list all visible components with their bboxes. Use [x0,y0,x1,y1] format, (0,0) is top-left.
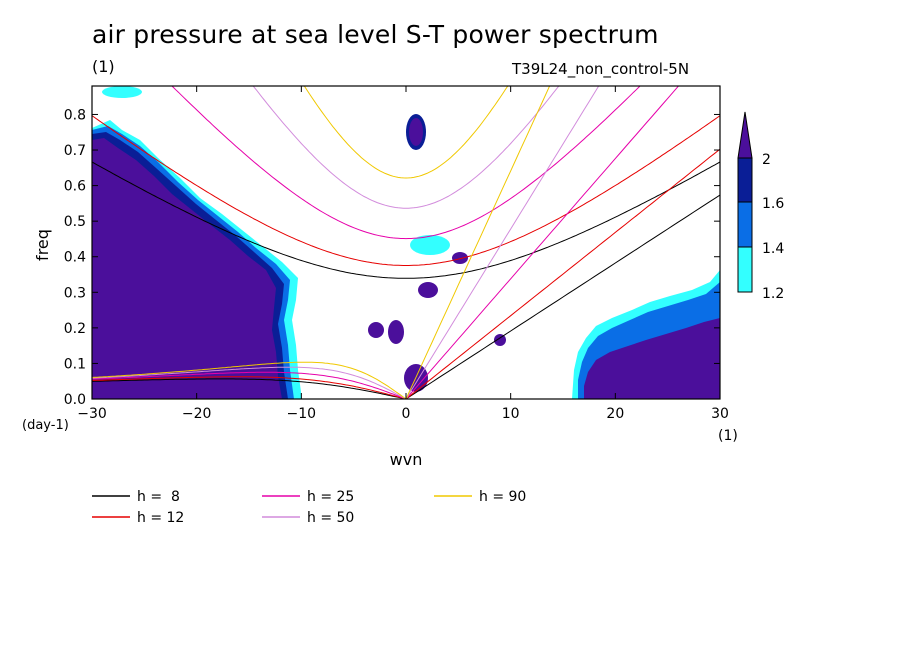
inertia-gravity-curve-h90 [303,86,509,179]
inertia-gravity-curve-h12 [92,115,720,266]
blob-small-4 [452,252,468,264]
rossby-curve-h12 [92,376,407,399]
rossby-curve-h25 [92,371,407,399]
x-tick-label: −30 [77,406,107,422]
blob-small-2 [388,320,404,344]
legend-label-h25: h = 25 [307,489,354,505]
legend-label-h50: h = 50 [307,510,354,526]
kelvin-curve-h12 [405,148,720,399]
x-units-label: (1) [718,428,738,444]
colorbar-label-1.2: 1.2 [762,286,784,302]
legend-label-h90: h = 90 [479,489,526,505]
y-tick-label: 0.4 [64,250,86,266]
inertia-gravity-curve-h8 [92,161,720,279]
blob-small-1 [368,322,384,338]
colorbar-swatch-1.6 [737,201,753,248]
rossby-curve-h90 [92,361,407,399]
x-tick-label: 30 [711,406,729,422]
colorbar-label-1.6: 1.6 [762,196,784,212]
x-tick-label: −20 [182,406,212,422]
power-region-left-core [92,138,282,399]
colorbar-swatch-2 [737,157,753,203]
x-tick-label: −10 [287,406,317,422]
y-axis-label: freq [33,229,52,261]
y-tick-label: 0.7 [64,143,86,159]
colorbar-arrow [737,111,753,159]
axes: −30 −20 −10 0 10 20 30 0.0 0.1 0.2 0.3 0.4 0.5 0.6 0.7… [64,86,729,422]
blob-cyan-mid [410,235,450,255]
rossby-curve-h50 [92,366,407,399]
colorbar-label-2: 2 [762,152,771,168]
colorbar: 2 1.6 1.4 1.2 [737,111,784,302]
y-tick-label: 0.8 [64,107,86,123]
y-tick-label: 0.1 [64,356,86,372]
inertia-gravity-curve-h50 [252,86,560,209]
power-region-right-core [584,318,720,399]
y-tick-label: 0.0 [64,392,86,408]
inertia-gravity-curve-h25 [171,86,641,240]
x-tick-label: 0 [402,406,411,422]
chart-title: air pressure at sea level S-T power spec… [92,20,659,49]
x-tick-label: 20 [606,406,624,422]
kelvin-curve-h90 [405,86,551,399]
rossby-curve-h8 [92,378,407,399]
blob-freq-0.75-core [409,118,423,146]
blob-cyan-top [102,86,142,98]
spectrum-fill [92,86,720,399]
colorbar-swatch-1.4 [737,246,753,293]
x-tick-label: 10 [502,406,520,422]
y-units-label: (day-1) [22,418,69,433]
legend: h = 8 h = 12 h = 25 h = 50 h = 90 [92,489,526,526]
x-axis-label: wvn [390,450,423,469]
y-tick-label: 0.2 [64,321,86,337]
y-tick-label: 0.6 [64,179,86,195]
dispersion-curves [92,86,720,399]
blob-small-3 [418,282,438,298]
experiment-label: T39L24_non_control-5N [512,60,690,78]
kelvin-curve-h8 [405,194,720,399]
legend-label-h8: h = 8 [137,489,180,505]
units-label: (1) [92,57,115,76]
y-tick-label: 0.3 [64,285,86,301]
y-tick-label: 0.5 [64,214,86,230]
kelvin-curve-h25 [405,86,680,399]
kelvin-curve-h50 [405,86,600,399]
blob-small-6 [494,334,506,346]
colorbar-label-1.4: 1.4 [762,241,784,257]
legend-label-h12: h = 12 [137,510,184,526]
